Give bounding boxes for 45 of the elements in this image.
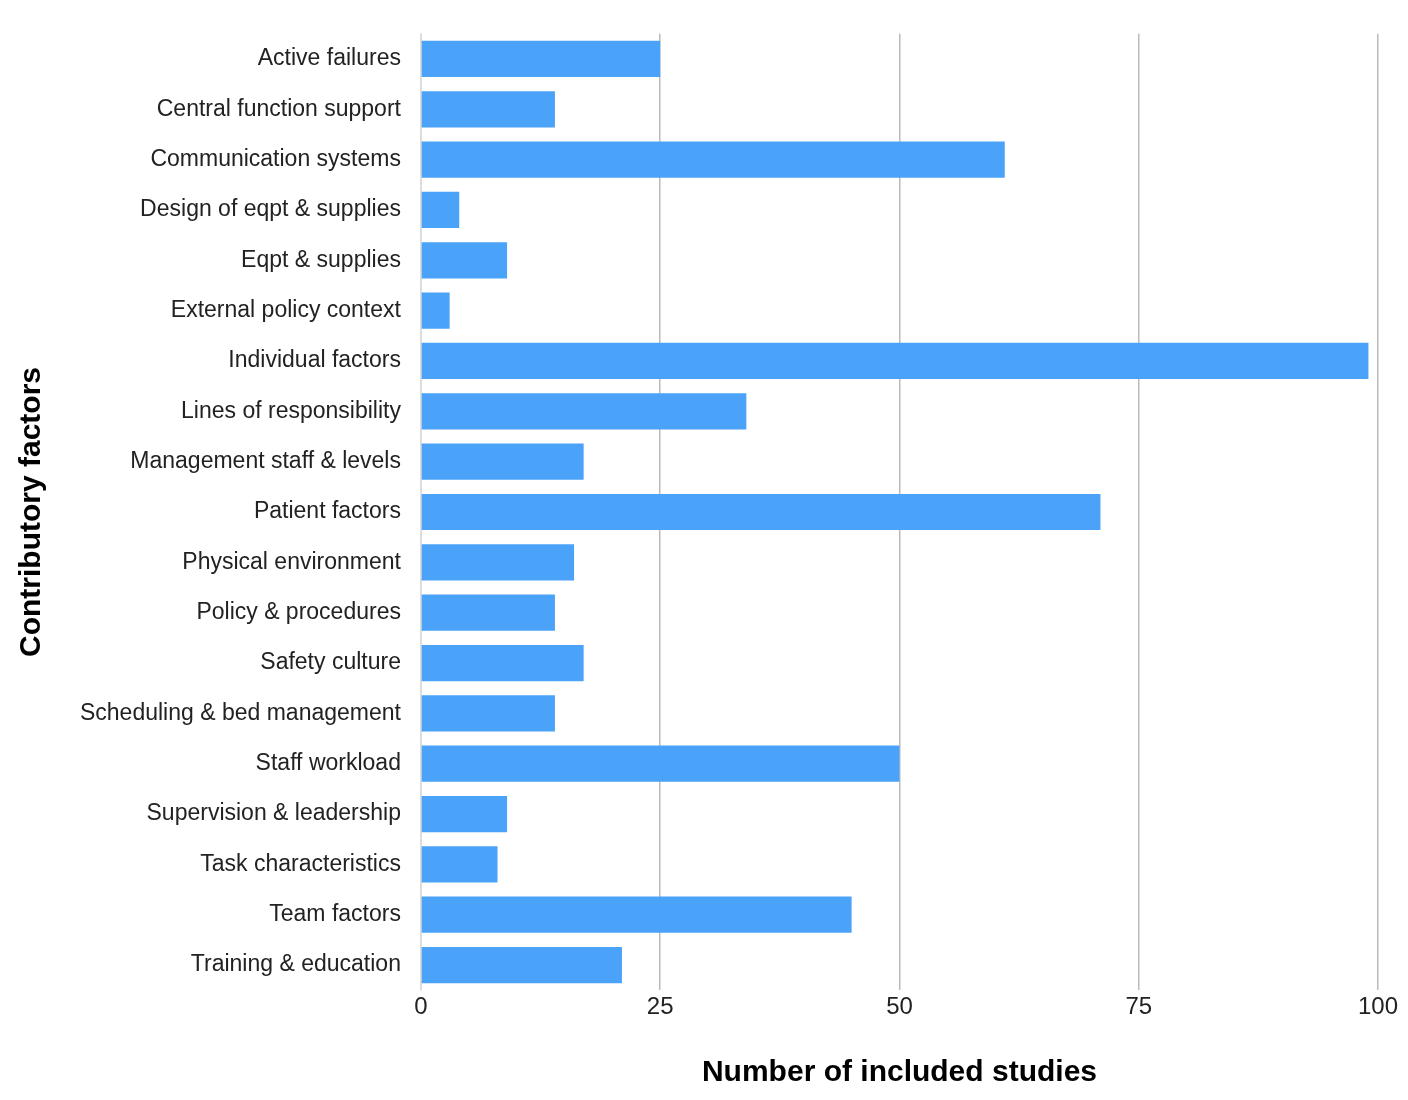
y-tick-label: Staff workload	[255, 749, 401, 776]
bar	[421, 493, 1101, 531]
y-tick-label: Eqpt & supplies	[241, 245, 401, 272]
bar	[421, 846, 498, 883]
bar	[421, 795, 508, 833]
y-tick-label: Lines of responsibility	[181, 396, 402, 423]
bar	[421, 443, 584, 480]
y-tick-label: Policy & procedures	[196, 598, 401, 625]
x-axis-title: Number of included studies	[701, 1054, 1097, 1088]
y-tick-label: Design of eqpt & supplies	[140, 195, 401, 222]
bar	[421, 745, 900, 782]
bar	[421, 292, 450, 329]
y-tick-label: Individual factors	[228, 346, 401, 373]
y-tick-label: Team factors	[269, 900, 401, 927]
bar	[421, 644, 584, 682]
y-tick-label: Management staff & levels	[130, 447, 401, 474]
x-tick-label: 50	[886, 992, 913, 1020]
x-tick-label: 75	[1125, 992, 1153, 1020]
bar	[421, 393, 747, 430]
y-tick-label: Active failures	[257, 44, 401, 71]
y-axis-title: Contributory factors	[13, 366, 47, 658]
bar	[421, 40, 661, 78]
bar	[421, 594, 555, 631]
bar	[421, 342, 1369, 380]
y-tick-label: Safety culture	[260, 648, 401, 675]
y-tick-label: Physical environment	[182, 547, 402, 574]
bar	[421, 544, 575, 581]
x-tick-label: 100	[1357, 992, 1399, 1020]
y-tick-label: External policy context	[170, 296, 402, 322]
bar	[421, 242, 508, 279]
y-tick-label: Central function support	[156, 94, 402, 121]
y-tick-label: Communication systems	[150, 144, 401, 171]
bar	[421, 695, 555, 732]
bar	[421, 946, 622, 984]
x-tick-label: 0	[414, 992, 428, 1020]
y-tick-label: Scheduling & bed management	[79, 698, 402, 725]
x-tick-label: 25	[646, 992, 674, 1020]
bar	[421, 141, 1005, 178]
y-tick-label: Training & education	[190, 950, 401, 977]
bar	[421, 191, 460, 229]
y-tick-label: Patient factors	[253, 497, 401, 524]
y-tick-label: Task characteristics	[200, 849, 401, 876]
y-tick-label: Supervision & leadership	[146, 799, 401, 826]
bar	[421, 91, 555, 128]
bar	[421, 896, 852, 933]
